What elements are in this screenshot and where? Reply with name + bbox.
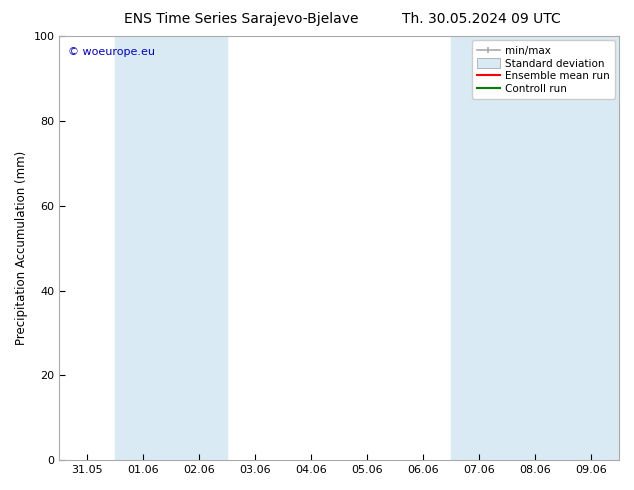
Text: © woeurope.eu: © woeurope.eu: [68, 47, 155, 57]
Text: Th. 30.05.2024 09 UTC: Th. 30.05.2024 09 UTC: [403, 12, 561, 26]
Bar: [451, 36, 619, 460]
Text: ENS Time Series Sarajevo-Bjelave: ENS Time Series Sarajevo-Bjelave: [124, 12, 358, 26]
Bar: [115, 36, 228, 460]
Legend: min/max, Standard deviation, Ensemble mean run, Controll run: min/max, Standard deviation, Ensemble me…: [472, 40, 615, 99]
Y-axis label: Precipitation Accumulation (mm): Precipitation Accumulation (mm): [15, 151, 28, 345]
